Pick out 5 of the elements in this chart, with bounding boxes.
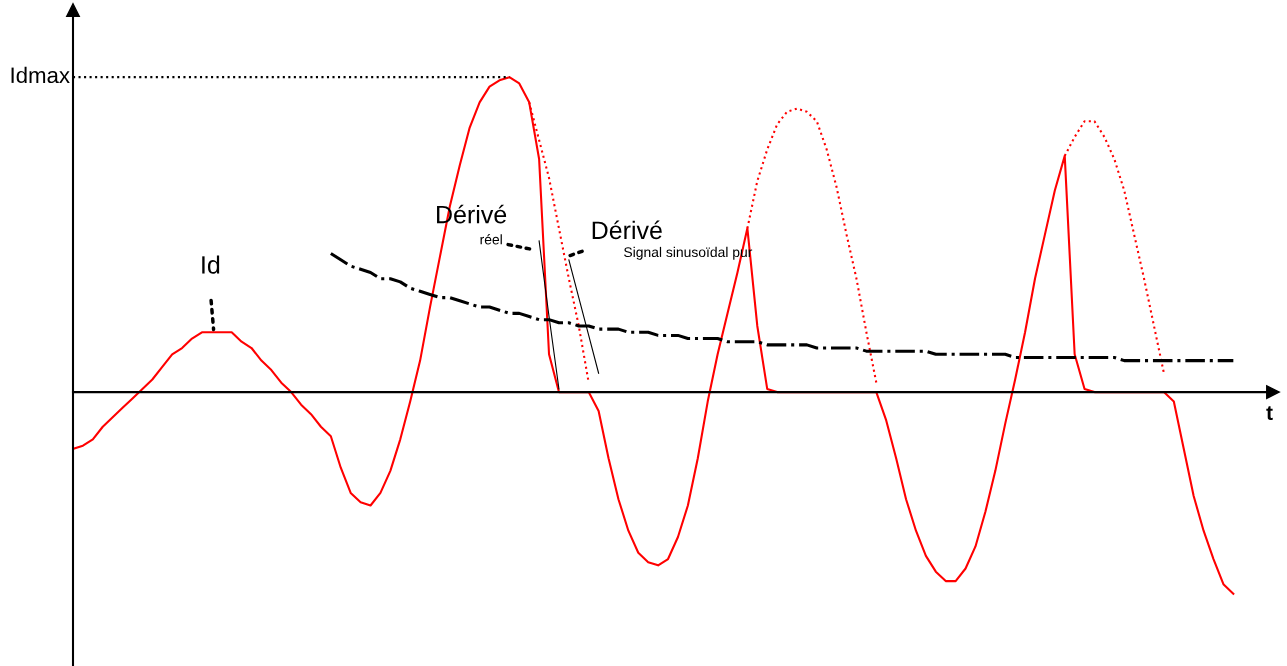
annotation: Dérivé <box>592 220 662 240</box>
ref-line-label: Idmax <box>11 66 70 84</box>
x-axis-title: t <box>1266 406 1273 420</box>
annotation: réel <box>480 234 502 245</box>
annotation: Id <box>202 255 220 274</box>
